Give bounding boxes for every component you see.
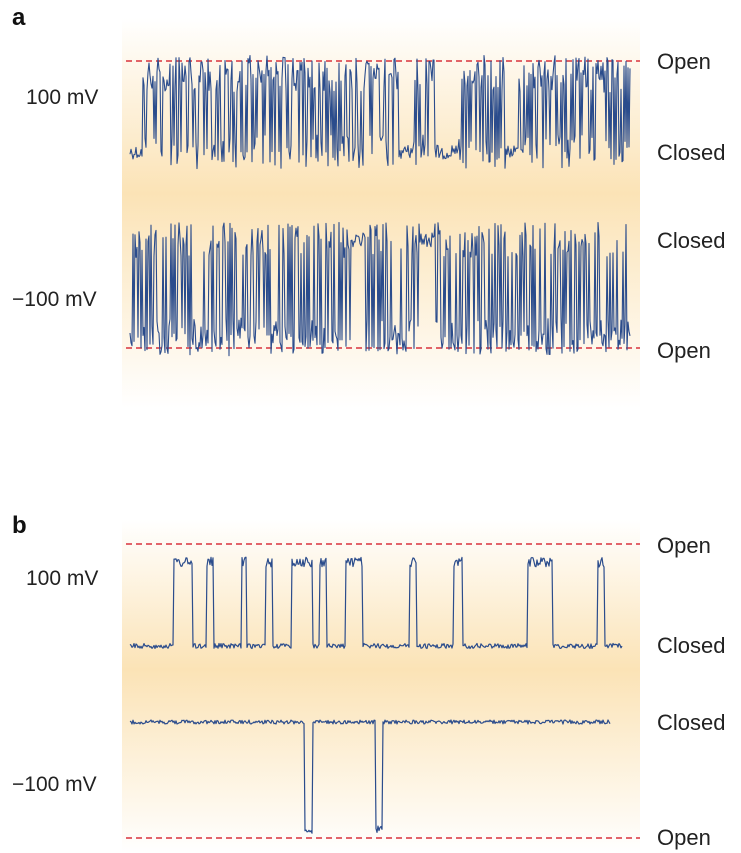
state-label-closed: Closed bbox=[657, 633, 726, 658]
state-label-open: Open bbox=[657, 49, 711, 74]
voltage-label: −100 mV bbox=[12, 773, 97, 796]
panel-b bbox=[122, 520, 640, 853]
current-trace-b-negative bbox=[129, 719, 611, 834]
state-label-closed: Closed bbox=[657, 710, 726, 735]
voltage-label: 100 mV bbox=[26, 86, 99, 109]
panel-letter-a: a bbox=[12, 4, 26, 31]
voltage-label: 100 mV bbox=[26, 567, 99, 590]
current-trace-a-negative bbox=[129, 221, 631, 357]
state-label-closed: Closed bbox=[657, 228, 726, 253]
state-label-open: Open bbox=[657, 533, 711, 558]
state-label-closed: Closed bbox=[657, 140, 726, 165]
voltage-label: −100 mV bbox=[12, 288, 97, 311]
panel-letter-b: b bbox=[12, 512, 27, 539]
state-label-open: Open bbox=[657, 825, 711, 850]
panel-a bbox=[122, 18, 640, 408]
panel-b-background bbox=[122, 520, 640, 853]
current-trace-a-positive bbox=[129, 55, 631, 170]
current-trace-b-positive bbox=[129, 556, 623, 650]
state-label-open: Open bbox=[657, 338, 711, 363]
